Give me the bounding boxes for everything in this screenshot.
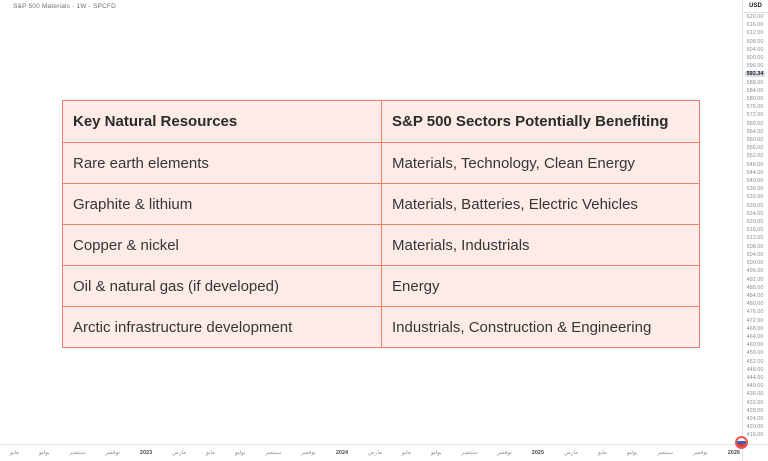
price-tick: 496.00 bbox=[746, 268, 764, 275]
table-cell: Energy bbox=[381, 265, 699, 306]
time-month-label: نوفمبر bbox=[301, 450, 316, 456]
price-tick: 532.00 bbox=[746, 194, 764, 201]
time-month-label: يوليو bbox=[234, 450, 246, 456]
price-axis[interactable]: USD 620.00 616.00 612.00 608.00 604.00 600.00… bbox=[742, 0, 768, 461]
table-cell: Materials, Technology, Clean Energy bbox=[381, 142, 699, 183]
time-month-label: مايو bbox=[205, 450, 215, 456]
price-tick: 524.00 bbox=[746, 210, 764, 217]
price-tick: 468.00 bbox=[746, 325, 764, 332]
price-tick: 456.00 bbox=[746, 350, 764, 357]
price-tick: 568.00 bbox=[746, 120, 764, 127]
price-tick: 564.00 bbox=[746, 128, 764, 135]
price-tick: 436.00 bbox=[746, 391, 764, 398]
price-tick: 556.00 bbox=[746, 145, 764, 152]
table-cell: Materials, Batteries, Electric Vehicles bbox=[381, 183, 699, 224]
table-cell: Arctic infrastructure development bbox=[63, 306, 381, 347]
price-tick: 576.00 bbox=[746, 104, 764, 111]
price-tick: 432.00 bbox=[746, 399, 764, 406]
time-year-label: 2025 bbox=[531, 450, 545, 456]
price-tick: 536.00 bbox=[746, 186, 764, 193]
price-tick: 424.00 bbox=[746, 415, 764, 422]
price-tick: 480.00 bbox=[746, 301, 764, 308]
time-month-label: سبتمبر bbox=[265, 450, 282, 456]
table-header-cell: Key Natural Resources bbox=[63, 101, 381, 142]
price-tick: 544.00 bbox=[746, 169, 764, 176]
currency-label: USD bbox=[743, 0, 768, 13]
price-tick: 516.00 bbox=[746, 227, 764, 234]
price-tick: 508.00 bbox=[746, 243, 764, 250]
price-tick: 616.00 bbox=[746, 22, 764, 29]
time-month-label: مارس bbox=[172, 450, 187, 456]
price-ticks: 620.00 616.00 612.00 608.00 604.00 600.00 596.… bbox=[743, 14, 767, 439]
table-cell: Rare earth elements bbox=[63, 142, 381, 183]
price-tick: 420.00 bbox=[746, 424, 764, 431]
resources-table[interactable]: Key Natural Resources S&P 500 Sectors Pot… bbox=[62, 100, 700, 348]
price-tick: 512.00 bbox=[746, 235, 764, 242]
price-tick: 484.00 bbox=[746, 292, 764, 299]
time-axis-separator bbox=[0, 444, 768, 445]
price-tick: 504.00 bbox=[746, 251, 764, 258]
price-tick: 428.00 bbox=[746, 407, 764, 414]
price-tick: 444.00 bbox=[746, 374, 764, 381]
price-tick: 612.00 bbox=[746, 30, 764, 37]
time-month-label: مارس bbox=[368, 450, 382, 456]
price-tick: 464.00 bbox=[746, 333, 764, 340]
time-month-label: نوفمبر bbox=[105, 450, 120, 456]
price-tick: 608.00 bbox=[746, 38, 764, 45]
table-cell: Oil & natural gas (if developed) bbox=[63, 265, 381, 306]
price-tick: 452.00 bbox=[746, 358, 764, 365]
time-month-label: يوليو bbox=[38, 450, 50, 456]
price-tick: 604.00 bbox=[746, 46, 764, 53]
last-price-label: 592.34 bbox=[744, 71, 766, 78]
table-cell: Materials, Industrials bbox=[381, 224, 699, 265]
price-tick: 548.00 bbox=[746, 161, 764, 168]
russia-flag-icon[interactable] bbox=[735, 436, 748, 449]
time-year-label: 2023 bbox=[139, 450, 153, 456]
time-month-label: يوليو bbox=[430, 450, 442, 456]
time-month-label: نوفمبر bbox=[497, 450, 512, 456]
time-month-label: مارس bbox=[563, 450, 578, 456]
time-month-label: سبتمبر bbox=[69, 450, 86, 456]
table-cell: Copper & nickel bbox=[63, 224, 381, 265]
table-cell: Industrials, Construction & Engineering bbox=[381, 306, 699, 347]
price-tick: 476.00 bbox=[746, 309, 764, 316]
time-month-label: مايو bbox=[597, 450, 607, 456]
price-tick: 572.00 bbox=[746, 112, 764, 119]
time-month-label: سبتمبر bbox=[461, 450, 478, 456]
price-tick: 472.00 bbox=[746, 317, 764, 324]
time-year-label: 2026 bbox=[727, 450, 740, 456]
price-tick: 596.00 bbox=[746, 63, 764, 70]
price-tick: 448.00 bbox=[746, 366, 764, 373]
price-tick: 492.00 bbox=[746, 276, 764, 283]
table-cell: Graphite & lithium bbox=[63, 183, 381, 224]
price-tick: 552.00 bbox=[746, 153, 764, 160]
price-tick: 540.00 bbox=[746, 178, 764, 185]
price-tick: 440.00 bbox=[746, 383, 764, 390]
time-month-label: سبتمبر bbox=[657, 450, 674, 456]
price-tick: 460.00 bbox=[746, 342, 764, 349]
price-tick: 560.00 bbox=[746, 137, 764, 144]
time-month-label: يوليو bbox=[626, 450, 638, 456]
price-tick: 488.00 bbox=[746, 284, 764, 291]
time-month-label: مايو bbox=[401, 450, 411, 456]
time-month-label: نوفمبر bbox=[692, 450, 708, 456]
price-tick: 416.00 bbox=[746, 432, 764, 439]
table-header-cell: S&P 500 Sectors Potentially Benefiting bbox=[381, 101, 699, 142]
time-year-label: 2024 bbox=[335, 450, 349, 456]
time-axis[interactable]: مايو يوليو سبتمبر نوفمبر 2023 مارس مايو يوليو سب… bbox=[0, 445, 742, 461]
price-tick: 584.00 bbox=[746, 87, 764, 94]
price-tick: 600.00 bbox=[746, 55, 764, 62]
symbol-legend[interactable]: S&P 500 Materials · 1W · SPCFD bbox=[13, 3, 117, 10]
price-tick: 588.00 bbox=[746, 79, 764, 86]
price-tick: 580.00 bbox=[746, 96, 764, 103]
time-month-label: مايو bbox=[10, 450, 19, 456]
price-tick: 528.00 bbox=[746, 202, 764, 209]
price-tick: 620.00 bbox=[746, 14, 764, 20]
price-tick: 520.00 bbox=[746, 219, 764, 226]
price-tick: 500.00 bbox=[746, 260, 764, 267]
